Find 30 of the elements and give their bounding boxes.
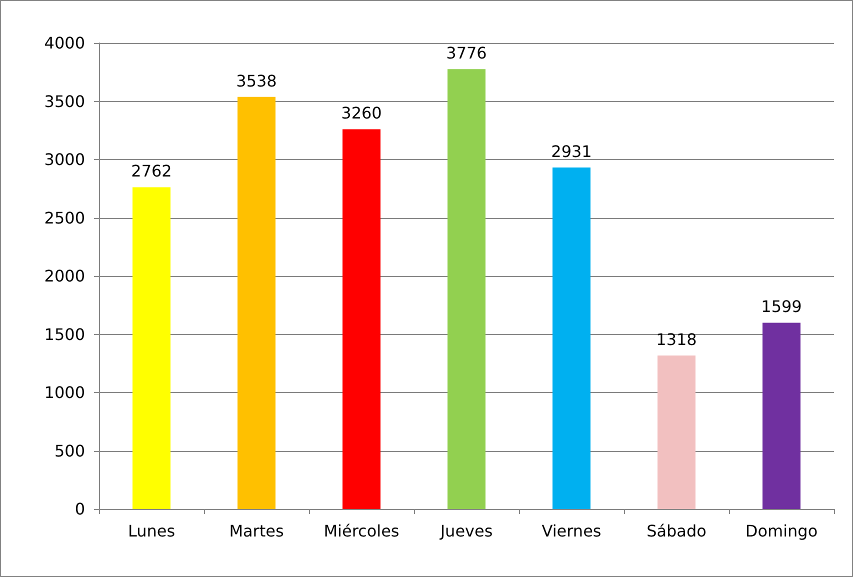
- y-tick-label: 3000: [44, 150, 85, 169]
- bar: [132, 187, 170, 509]
- y-tick-label: 0: [74, 500, 85, 518]
- data-label: 1318: [656, 330, 697, 349]
- x-tick-label: Viernes: [542, 522, 602, 540]
- x-tick-label: Sábado: [646, 522, 706, 540]
- x-tick-label: Jueves: [439, 522, 493, 540]
- bar: [552, 168, 590, 509]
- x-tick-label: Lunes: [128, 522, 176, 540]
- data-label: 3260: [341, 104, 382, 123]
- y-tick-label: 3500: [44, 92, 85, 111]
- bar: [762, 322, 800, 509]
- x-tick-label: Domingo: [745, 522, 818, 540]
- data-label: 1599: [761, 297, 802, 316]
- y-tick-label: 2500: [44, 208, 85, 228]
- bar: [448, 69, 486, 509]
- x-tick-label: Miércoles: [324, 522, 400, 540]
- y-tick-label: 4000: [44, 34, 85, 52]
- data-label: 3538: [236, 71, 277, 90]
- bar: [238, 96, 276, 509]
- bar: [342, 129, 380, 509]
- data-label: 3776: [446, 44, 487, 63]
- y-tick-label: 1500: [44, 324, 85, 344]
- bar: [658, 355, 696, 509]
- y-tick-label: 500: [54, 441, 85, 460]
- y-tick-label: 2000: [44, 266, 85, 286]
- y-tick-label: 1000: [44, 383, 85, 402]
- data-label: 2931: [551, 142, 592, 162]
- x-tick-label: Martes: [229, 522, 284, 540]
- data-label: 2762: [131, 162, 172, 181]
